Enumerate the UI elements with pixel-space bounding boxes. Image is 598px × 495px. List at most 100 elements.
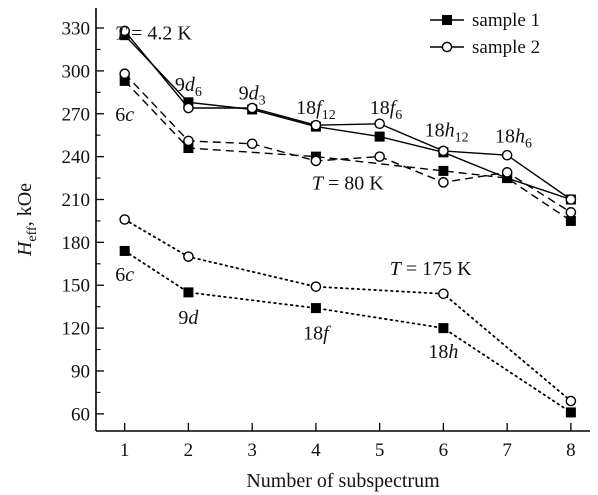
- data-point-square: [438, 323, 449, 334]
- data-point-square: [374, 131, 385, 142]
- series-line: [123, 249, 572, 414]
- annotation-part: 9: [175, 74, 185, 96]
- annotation-label: 6c: [115, 264, 134, 286]
- series-layer: [119, 25, 577, 418]
- data-point-circle: [565, 194, 577, 205]
- annotation-subscript: 3: [259, 93, 266, 108]
- annotation-part: f: [316, 97, 324, 119]
- annotation-part: T: [312, 172, 325, 194]
- annotation-label: T = 80 K: [312, 172, 384, 194]
- annotation-part: T: [115, 22, 128, 44]
- annotation-subscript: 6: [395, 108, 402, 123]
- annotation-label: 9d6: [175, 74, 202, 100]
- series-line: [124, 30, 572, 201]
- data-point-circle: [438, 145, 449, 157]
- y-axis-title-subscript: eff: [25, 226, 40, 242]
- annotation-part: h: [445, 120, 455, 142]
- annotation-part: f: [390, 97, 398, 119]
- x-tick-label: 7: [502, 440, 512, 461]
- annotation-part: 18: [296, 97, 316, 119]
- data-point-circle: [501, 167, 513, 178]
- data-point-square: [183, 143, 194, 154]
- annotation-label: 18f12: [296, 97, 336, 123]
- data-point-circle: [374, 151, 385, 162]
- x-tick-label: 2: [184, 440, 194, 461]
- data-point-circle: [565, 395, 577, 407]
- series-sample-2-T-175-K: [119, 214, 577, 407]
- data-point-circle: [119, 25, 130, 37]
- data-point-circle: [310, 119, 322, 131]
- annotation-subscript: 12: [455, 131, 469, 146]
- legend-entry: sample 1: [430, 10, 540, 31]
- annotation-part: 6: [115, 104, 125, 126]
- annotation-label: 18f: [303, 323, 331, 345]
- annotation-part: 18: [425, 120, 445, 142]
- legend-entry: sample 2: [430, 37, 540, 58]
- series-line: [123, 218, 572, 402]
- x-tick-label: 5: [375, 440, 385, 461]
- data-point-circle: [246, 138, 258, 150]
- annotation-label: 9d3: [239, 82, 266, 108]
- data-point-circle: [183, 251, 194, 262]
- data-point-circle: [438, 288, 449, 300]
- annotation-label: 6c: [115, 104, 134, 126]
- y-axis-title-unit: , kOe: [14, 183, 36, 226]
- y-tick-label: 60: [71, 404, 90, 425]
- legend-label: sample 2: [472, 37, 540, 58]
- legend-marker-circle: [441, 41, 453, 53]
- annotation-part: 9: [239, 82, 249, 104]
- x-tick-label: 1: [120, 440, 130, 461]
- data-point-circle: [438, 177, 449, 188]
- annotation-label: 18h: [428, 341, 458, 363]
- data-point-circle: [183, 135, 194, 147]
- annotation-label: 18h12: [425, 120, 469, 146]
- y-tick-label: 150: [62, 276, 91, 297]
- x-tick-label: 4: [311, 440, 321, 461]
- series-sample-2-T-80-K: [119, 68, 577, 218]
- annotation-part: = 175 K: [401, 258, 472, 280]
- x-axis-title: Number of subspectrum: [246, 470, 440, 492]
- y-tick-label: 300: [62, 61, 91, 82]
- annotation-part: h: [448, 341, 458, 363]
- data-point-square: [119, 75, 130, 86]
- annotation-part: T: [390, 258, 403, 280]
- data-point-square: [183, 287, 194, 298]
- annotation-part: c: [125, 104, 134, 126]
- annotation-subscript: 6: [195, 85, 202, 100]
- annotation-part: 9: [178, 307, 188, 329]
- annotation-part: c: [125, 264, 134, 286]
- y-axis-title-symbol: H: [14, 240, 36, 257]
- data-point-circle: [183, 102, 194, 114]
- x-tick-label: 3: [247, 440, 257, 461]
- annotation-part: 18: [495, 125, 515, 147]
- data-point-circle: [119, 68, 130, 80]
- y-tick-label: 120: [62, 319, 91, 340]
- data-point-square: [119, 245, 130, 256]
- annotation-part: = 80 K: [323, 172, 384, 194]
- data-point-circle: [310, 281, 322, 292]
- data-point-square: [310, 303, 321, 314]
- annotation-part: 18: [370, 97, 390, 119]
- data-point-circle: [119, 214, 130, 225]
- data-point-circle: [310, 155, 322, 167]
- annotation-part: f: [323, 323, 331, 345]
- data-point-circle: [501, 149, 513, 161]
- annotation-label: T = 4.2 K: [115, 22, 192, 44]
- annotation-part: d: [249, 82, 260, 104]
- annotation-part: h: [515, 125, 525, 147]
- y-axis-title: Heff, kOe: [14, 183, 40, 257]
- series-sample-1-T-175-K: [119, 245, 576, 418]
- y-tick-label: 90: [71, 361, 90, 382]
- annotation-part: d: [185, 74, 196, 96]
- y-tick-label: 210: [62, 190, 91, 211]
- annotation-part: 18: [428, 341, 448, 363]
- x-tick-label: 8: [566, 440, 576, 461]
- data-point-square: [565, 407, 576, 418]
- annotation-label: 9d: [178, 307, 199, 329]
- series-line: [124, 73, 572, 213]
- legend-marker-square: [442, 15, 452, 25]
- data-point-square: [438, 165, 449, 176]
- data-point-circle: [246, 102, 258, 114]
- annotation-subscript: 6: [525, 136, 532, 151]
